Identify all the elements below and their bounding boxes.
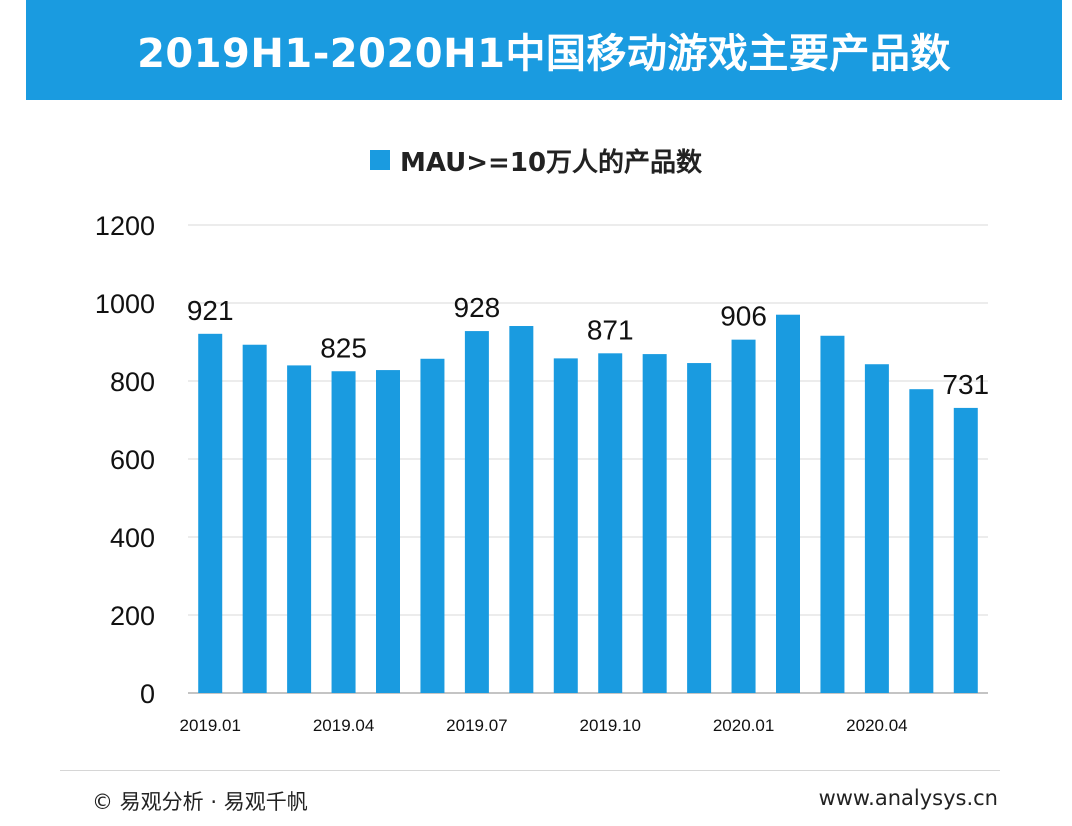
bar xyxy=(198,333,223,693)
x-tick-label: 2019.10 xyxy=(579,716,640,735)
data-label: 871 xyxy=(587,314,634,345)
y-tick-label: 0 xyxy=(140,679,155,709)
bar xyxy=(242,344,267,693)
y-tick-label: 400 xyxy=(110,523,155,553)
bar xyxy=(331,371,356,693)
bar xyxy=(287,365,312,693)
x-tick-label: 2019.07 xyxy=(446,716,507,735)
data-label: 928 xyxy=(454,292,501,323)
data-label: 921 xyxy=(187,295,234,326)
data-label: 906 xyxy=(720,301,767,332)
x-tick-label: 2020.01 xyxy=(713,716,774,735)
data-label: 825 xyxy=(320,332,367,363)
bar xyxy=(509,326,534,693)
legend: MAU>=10万人的产品数 xyxy=(0,140,1072,180)
bar xyxy=(642,354,667,693)
x-tick-label: 2020.04 xyxy=(846,716,907,735)
y-tick-label: 200 xyxy=(110,601,155,631)
footer-url[interactable]: www.analysys.cn xyxy=(818,786,998,810)
bar-chart: 0 200 400 600 800 1000 1200 921 2019.01 825 2019.0… xyxy=(95,211,989,735)
bar xyxy=(909,389,934,693)
bar xyxy=(731,339,756,693)
footer-divider xyxy=(60,770,1000,771)
y-tick-label: 800 xyxy=(110,367,155,397)
footer-source: © 易观分析 · 易观千帆 xyxy=(92,790,308,814)
bar xyxy=(376,370,400,693)
legend-swatch xyxy=(369,150,390,170)
x-tick-label: 2019.04 xyxy=(313,716,374,735)
bar xyxy=(687,363,712,693)
bar xyxy=(820,335,845,693)
bar xyxy=(776,314,800,693)
y-tick-label: 1200 xyxy=(95,211,155,241)
y-tick-label: 1000 xyxy=(95,289,155,319)
bar xyxy=(598,353,623,693)
x-tick-label: 2019.01 xyxy=(179,716,240,735)
chart-title: 2019H1-2020H1中国移动游戏主要产品数 xyxy=(137,31,951,77)
data-label: 731 xyxy=(942,369,989,400)
bar xyxy=(464,331,489,693)
title-bar: 2019H1-2020H1中国移动游戏主要产品数 xyxy=(26,0,1062,100)
bar xyxy=(420,358,445,693)
bar xyxy=(953,407,978,693)
legend-label: MAU>=10万人的产品数 xyxy=(399,147,703,178)
bar xyxy=(553,358,578,693)
bar xyxy=(864,364,889,693)
y-tick-label: 600 xyxy=(110,445,155,475)
